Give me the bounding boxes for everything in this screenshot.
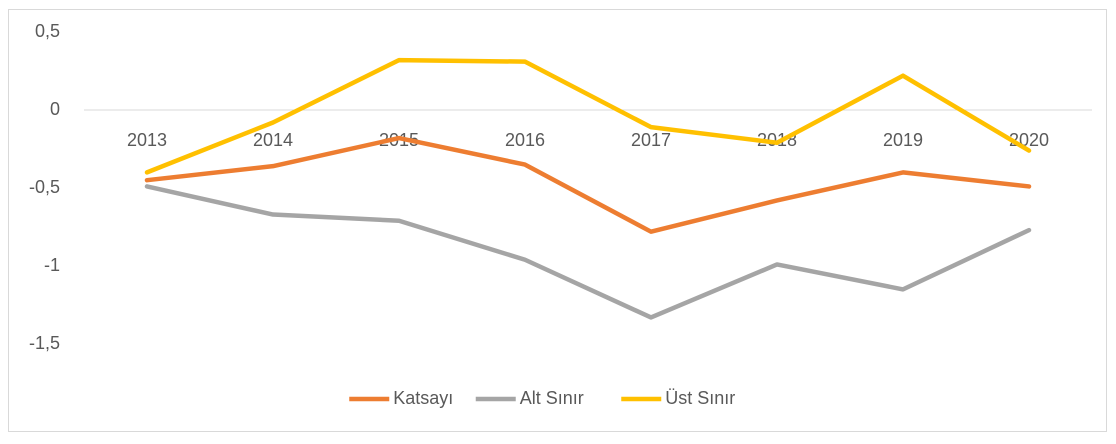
line-series xyxy=(144,184,1032,320)
y-tick-label: -1,5 xyxy=(29,333,60,353)
x-tick-label: 2013 xyxy=(127,130,167,150)
line-series xyxy=(144,135,1032,234)
x-tick-label: 2014 xyxy=(253,130,293,150)
legend-label: Katsayı xyxy=(393,388,453,408)
y-tick-label: 0 xyxy=(50,99,60,119)
legend-label: Üst Sınır xyxy=(665,388,735,408)
x-tick-label: 2018 xyxy=(757,130,797,150)
x-tick-label: 2017 xyxy=(631,130,671,150)
chart-border xyxy=(8,9,1107,432)
x-tick-label: 2016 xyxy=(505,130,545,150)
line-series xyxy=(144,57,1032,175)
legend-label: Alt Sınır xyxy=(520,388,584,408)
y-tick-label: 0,5 xyxy=(35,21,60,41)
x-tick-label: 2019 xyxy=(883,130,923,150)
y-tick-label: -1 xyxy=(44,255,60,275)
y-tick-label: -0,5 xyxy=(29,177,60,197)
